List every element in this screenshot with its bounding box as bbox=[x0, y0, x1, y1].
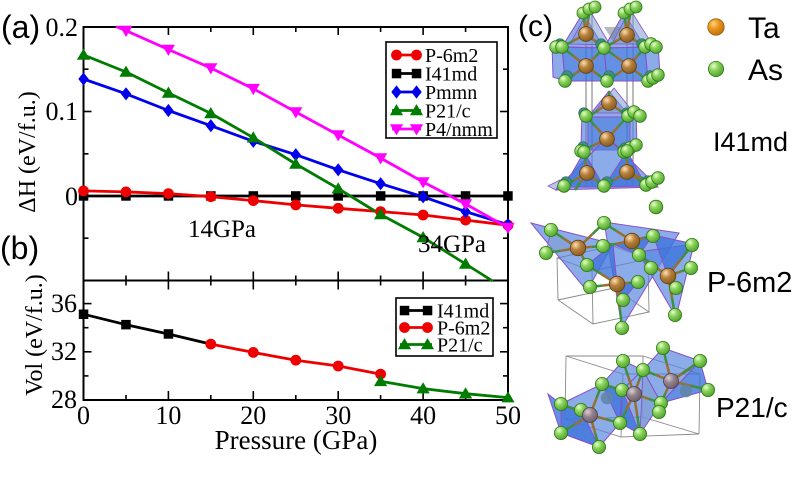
svg-text:P-6m2: P-6m2 bbox=[425, 45, 478, 67]
svg-text:0: 0 bbox=[77, 401, 90, 430]
svg-text:ΔH (eV/f.u.): ΔH (eV/f.u.) bbox=[15, 91, 41, 212]
svg-text:10: 10 bbox=[155, 401, 181, 430]
svg-text:P21/c: P21/c bbox=[437, 335, 483, 357]
svg-text:P4/nmm: P4/nmm bbox=[425, 119, 493, 141]
svg-text:I41md: I41md bbox=[713, 127, 788, 157]
svg-text:Vol (eV/f.u.): Vol (eV/f.u.) bbox=[22, 274, 48, 396]
svg-text:50: 50 bbox=[495, 401, 521, 430]
svg-text:Pmmn: Pmmn bbox=[425, 82, 477, 104]
svg-text:32: 32 bbox=[51, 337, 77, 366]
svg-text:0: 0 bbox=[65, 182, 78, 211]
svg-text:14GPa: 14GPa bbox=[188, 216, 256, 243]
svg-text:0.2: 0.2 bbox=[46, 13, 79, 42]
svg-text:40: 40 bbox=[410, 401, 436, 430]
svg-text:(b): (b) bbox=[0, 230, 39, 266]
svg-text:As: As bbox=[748, 54, 783, 87]
svg-text:Pressure (GPa): Pressure (GPa) bbox=[215, 425, 378, 455]
svg-text:(a): (a) bbox=[1, 9, 40, 45]
svg-text:P21/c: P21/c bbox=[716, 392, 788, 423]
svg-text:P-6m2: P-6m2 bbox=[437, 318, 490, 340]
svg-text:I41md: I41md bbox=[437, 301, 489, 323]
svg-text:30: 30 bbox=[325, 401, 351, 430]
svg-text:Ta: Ta bbox=[748, 12, 780, 45]
svg-text:28: 28 bbox=[51, 385, 77, 414]
svg-text:36: 36 bbox=[51, 289, 77, 318]
svg-text:0.1: 0.1 bbox=[46, 97, 79, 126]
svg-text:34GPa: 34GPa bbox=[418, 231, 486, 258]
svg-text:20: 20 bbox=[240, 401, 266, 430]
svg-text:P21/c: P21/c bbox=[425, 101, 471, 123]
svg-text:I41md: I41md bbox=[425, 64, 477, 86]
svg-text:(c): (c) bbox=[518, 10, 553, 43]
svg-text:P-6m2: P-6m2 bbox=[707, 267, 792, 299]
